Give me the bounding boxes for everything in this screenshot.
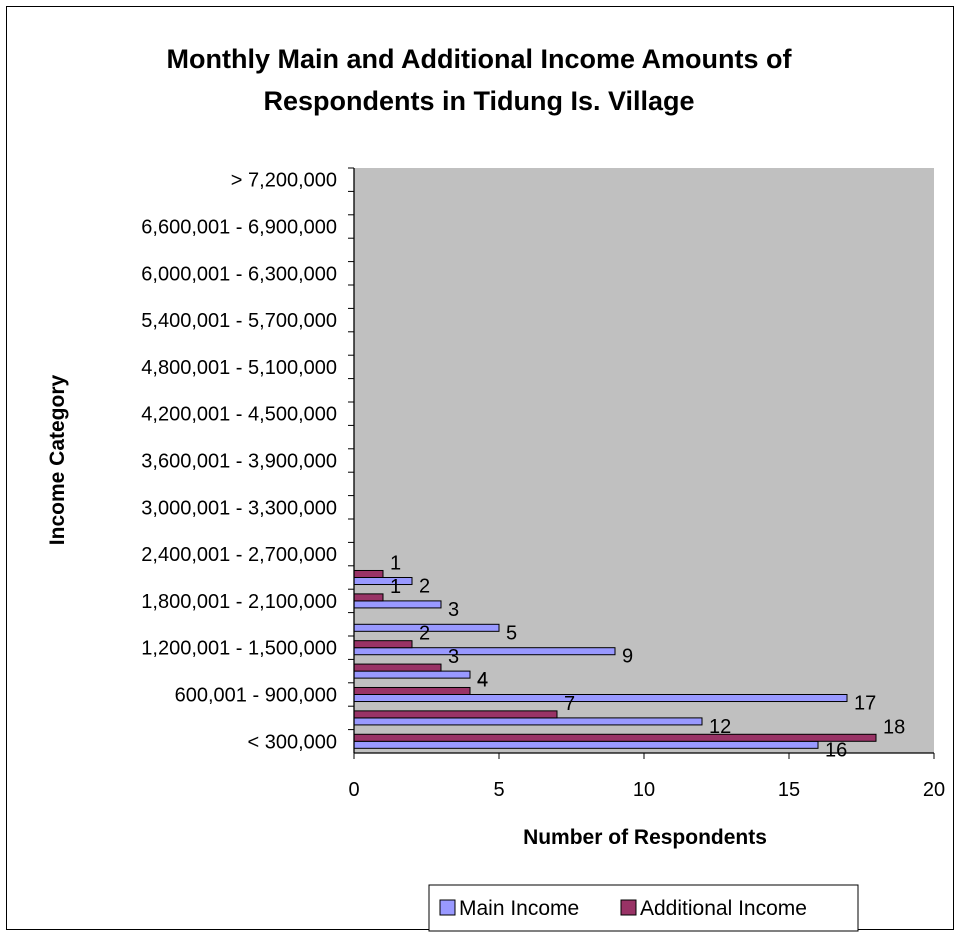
- data-label-additional-income: 18: [883, 716, 905, 738]
- bar-main-income: [353, 670, 471, 679]
- y-tick-label: 5,400,001 - 5,700,000: [141, 310, 337, 332]
- data-label-additional-income: 2: [419, 623, 430, 645]
- legend-swatch-main-income: [439, 899, 456, 916]
- y-tick-label: < 300,000: [247, 731, 337, 753]
- y-tick-label: 1,800,001 - 2,100,000: [141, 591, 337, 613]
- bar-main-income: [353, 577, 413, 586]
- y-tick-label: 3,000,001 - 3,300,000: [141, 497, 337, 519]
- x-tick-label: 0: [348, 779, 359, 801]
- data-label-additional-income: 4: [477, 669, 488, 691]
- bar-main-income: [353, 647, 616, 656]
- data-label-main-income: 4: [477, 669, 488, 691]
- data-label-main-income: 17: [854, 693, 876, 715]
- data-label-additional-income: 1: [390, 552, 401, 574]
- data-label-main-income: 3: [448, 599, 459, 621]
- legend-label-main-income: Main Income: [459, 897, 579, 920]
- x-tick-label: 5: [493, 779, 504, 801]
- data-label-additional-income: 7: [564, 693, 575, 715]
- data-label-main-income: 2: [419, 576, 430, 598]
- legend-box: [428, 884, 859, 932]
- x-tick-label: 15: [778, 779, 800, 801]
- x-tick-label: 10: [633, 779, 655, 801]
- y-tick-label: 4,200,001 - 4,500,000: [141, 404, 337, 426]
- bar-additional-income: [353, 663, 442, 672]
- y-tick-label: 6,600,001 - 6,900,000: [141, 217, 337, 239]
- bar-main-income: [353, 600, 442, 609]
- y-tick-label: 3,600,001 - 3,900,000: [141, 451, 337, 473]
- chart-title-line-1: Monthly Main and Additional Income Amoun…: [167, 44, 793, 74]
- bar-main-income: [353, 717, 703, 726]
- bar-additional-income: [353, 593, 384, 602]
- data-label-main-income: 9: [622, 646, 633, 668]
- data-label-additional-income: 1: [390, 576, 401, 598]
- bar-additional-income: [353, 710, 558, 719]
- legend: Main Income Additional Income: [428, 884, 859, 932]
- data-label-main-income: 16: [825, 739, 847, 761]
- bar-main-income: [353, 694, 848, 703]
- bar-additional-income: [353, 640, 413, 649]
- y-tick-label: 6,000,001 - 6,300,000: [141, 263, 337, 285]
- bar-additional-income: [353, 733, 877, 742]
- plot-area: [354, 168, 934, 753]
- y-tick-label: 1,200,001 - 1,500,000: [141, 638, 337, 660]
- y-tick-label: 4,800,001 - 5,100,000: [141, 357, 337, 379]
- y-tick-label: 600,001 - 900,000: [175, 685, 337, 707]
- data-label-main-income: 5: [506, 622, 517, 644]
- y-tick-label: > 7,200,000: [231, 170, 337, 192]
- x-axis-title: Number of Respondents: [523, 826, 767, 849]
- legend-label-additional-income: Additional Income: [640, 897, 807, 920]
- bar-additional-income: [353, 686, 471, 695]
- chart-title-line-2: Respondents in Tidung Is. Village: [263, 86, 694, 116]
- x-tick-label: 20: [923, 779, 945, 801]
- y-tick-label: 2,400,001 - 2,700,000: [141, 544, 337, 566]
- bar-additional-income: [353, 569, 384, 578]
- y-axis-title: Income Category: [46, 374, 69, 545]
- legend-swatch-additional-income: [620, 899, 637, 916]
- bar-main-income: [353, 740, 819, 749]
- data-label-main-income: 12: [709, 716, 731, 738]
- data-label-additional-income: 3: [448, 646, 459, 668]
